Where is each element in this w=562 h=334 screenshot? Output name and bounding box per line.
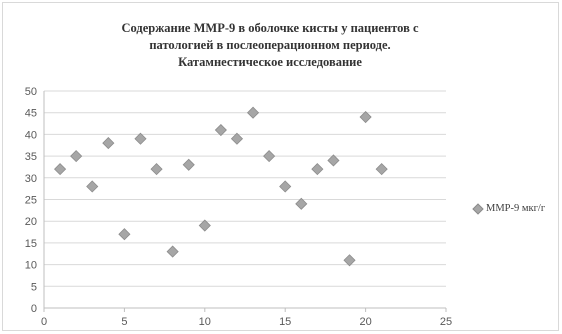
data-point [86,180,99,193]
data-point [54,163,67,176]
data-point [263,150,276,163]
chart-title: Содержание ММР-9 в оболочке кисты у паци… [70,20,470,71]
legend-label: ММР-9 мкг/г [486,203,546,214]
data-point [70,150,83,163]
x-tick-label: 15 [279,316,291,328]
y-tick-label: 40 [25,129,37,141]
data-point [327,154,340,167]
y-tick-label: 10 [25,260,37,272]
x-tick-label: 5 [121,316,127,328]
y-tick-label: 35 [25,151,37,163]
data-point [295,197,308,210]
legend: ММР-9 мкг/г [472,202,546,215]
data-point [102,137,115,150]
data-point [246,106,260,119]
y-tick-label: 30 [25,173,37,185]
data-point [343,254,356,267]
y-tick-label: 0 [31,303,37,315]
data-point [182,158,195,171]
chart-frame [2,2,559,331]
data-point [118,228,131,241]
x-tick-label: 10 [199,316,211,328]
legend-marker-icon [472,202,484,215]
y-tick-label: 25 [25,195,37,207]
y-tick-label: 50 [25,86,37,98]
data-point [198,219,211,232]
y-tick-label: 45 [25,108,37,120]
data-point [359,110,372,124]
data-point [134,132,147,145]
data-point [214,123,227,137]
data-point [166,245,179,258]
data-point [279,180,292,193]
x-tick-label: 20 [359,316,371,328]
chart-title-line-1: Содержание ММР-9 в оболочке кисты у паци… [121,21,419,35]
data-point [311,163,324,176]
y-tick-label: 15 [25,238,37,250]
data-point [230,132,244,145]
y-tick-label: 20 [25,216,37,228]
data-point [375,163,388,176]
y-tick-label: 5 [31,281,37,293]
chart-title-line-2: патологией в послеоперационном периоде. [149,38,391,52]
data-point [150,163,163,176]
x-tick-label: 0 [41,316,47,328]
x-tick-label: 25 [440,316,452,328]
chart-title-line-3: Катамнестическое исследование [178,55,362,69]
